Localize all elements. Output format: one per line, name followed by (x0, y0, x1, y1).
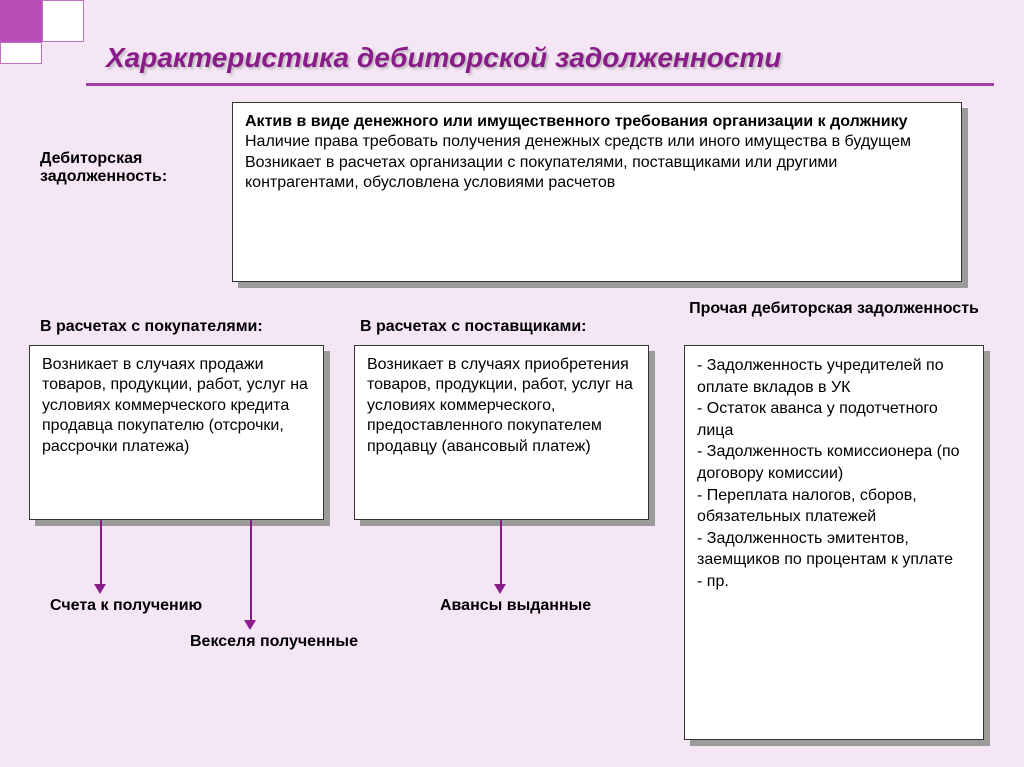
definition-line: Наличие права требовать получения денежн… (245, 132, 949, 152)
col3-line: - Задолженность эмитентов, заемщиков по … (697, 528, 971, 571)
arrow-col1-a-line (100, 520, 102, 584)
col3-line: - Остаток аванса у подотчетного лица (697, 398, 971, 441)
arrow-col2-head (494, 584, 506, 594)
title-band: Характеристика дебиторской задолженности (86, 32, 994, 86)
col1-result-1: Счета к получению (50, 597, 202, 615)
definition-label: Дебиторская задолженность: (40, 150, 220, 186)
col2-header: В расчетах с поставщиками: (360, 318, 650, 336)
arrow-col1-b-line (250, 520, 252, 620)
col3-line: - Задолженность учредителей по оплате вк… (697, 355, 971, 398)
col3-line: - Задолженность комиссионера (по договор… (697, 441, 971, 484)
col3-header: Прочая дебиторская задолженность (684, 300, 984, 318)
col1-result-2: Векселя полученные (190, 633, 358, 651)
col3-line: - пр. (697, 571, 971, 593)
col3-line: - Переплата налогов, сборов, обязательны… (697, 485, 971, 528)
col1-header: В расчетах с покупателями: (40, 318, 320, 336)
corner-decoration (0, 0, 90, 60)
arrow-col2-line (500, 520, 502, 584)
definition-box: Актив в виде денежного или имущественног… (232, 102, 962, 282)
arrow-col1-a-head (94, 584, 106, 594)
arrow-col1-b-head (244, 620, 256, 630)
definition-line: Возникает в расчетах организации с покуп… (245, 153, 949, 194)
page-title: Характеристика дебиторской задолженности (86, 42, 781, 74)
col1-box: Возникает в случаях продажи товаров, про… (29, 345, 324, 520)
col3-box: - Задолженность учредителей по оплате вк… (684, 345, 984, 740)
col2-result-1: Авансы выданные (440, 597, 591, 615)
definition-line: Актив в виде денежного или имущественног… (245, 112, 949, 132)
col2-box: Возникает в случаях приобретения товаров… (354, 345, 649, 520)
